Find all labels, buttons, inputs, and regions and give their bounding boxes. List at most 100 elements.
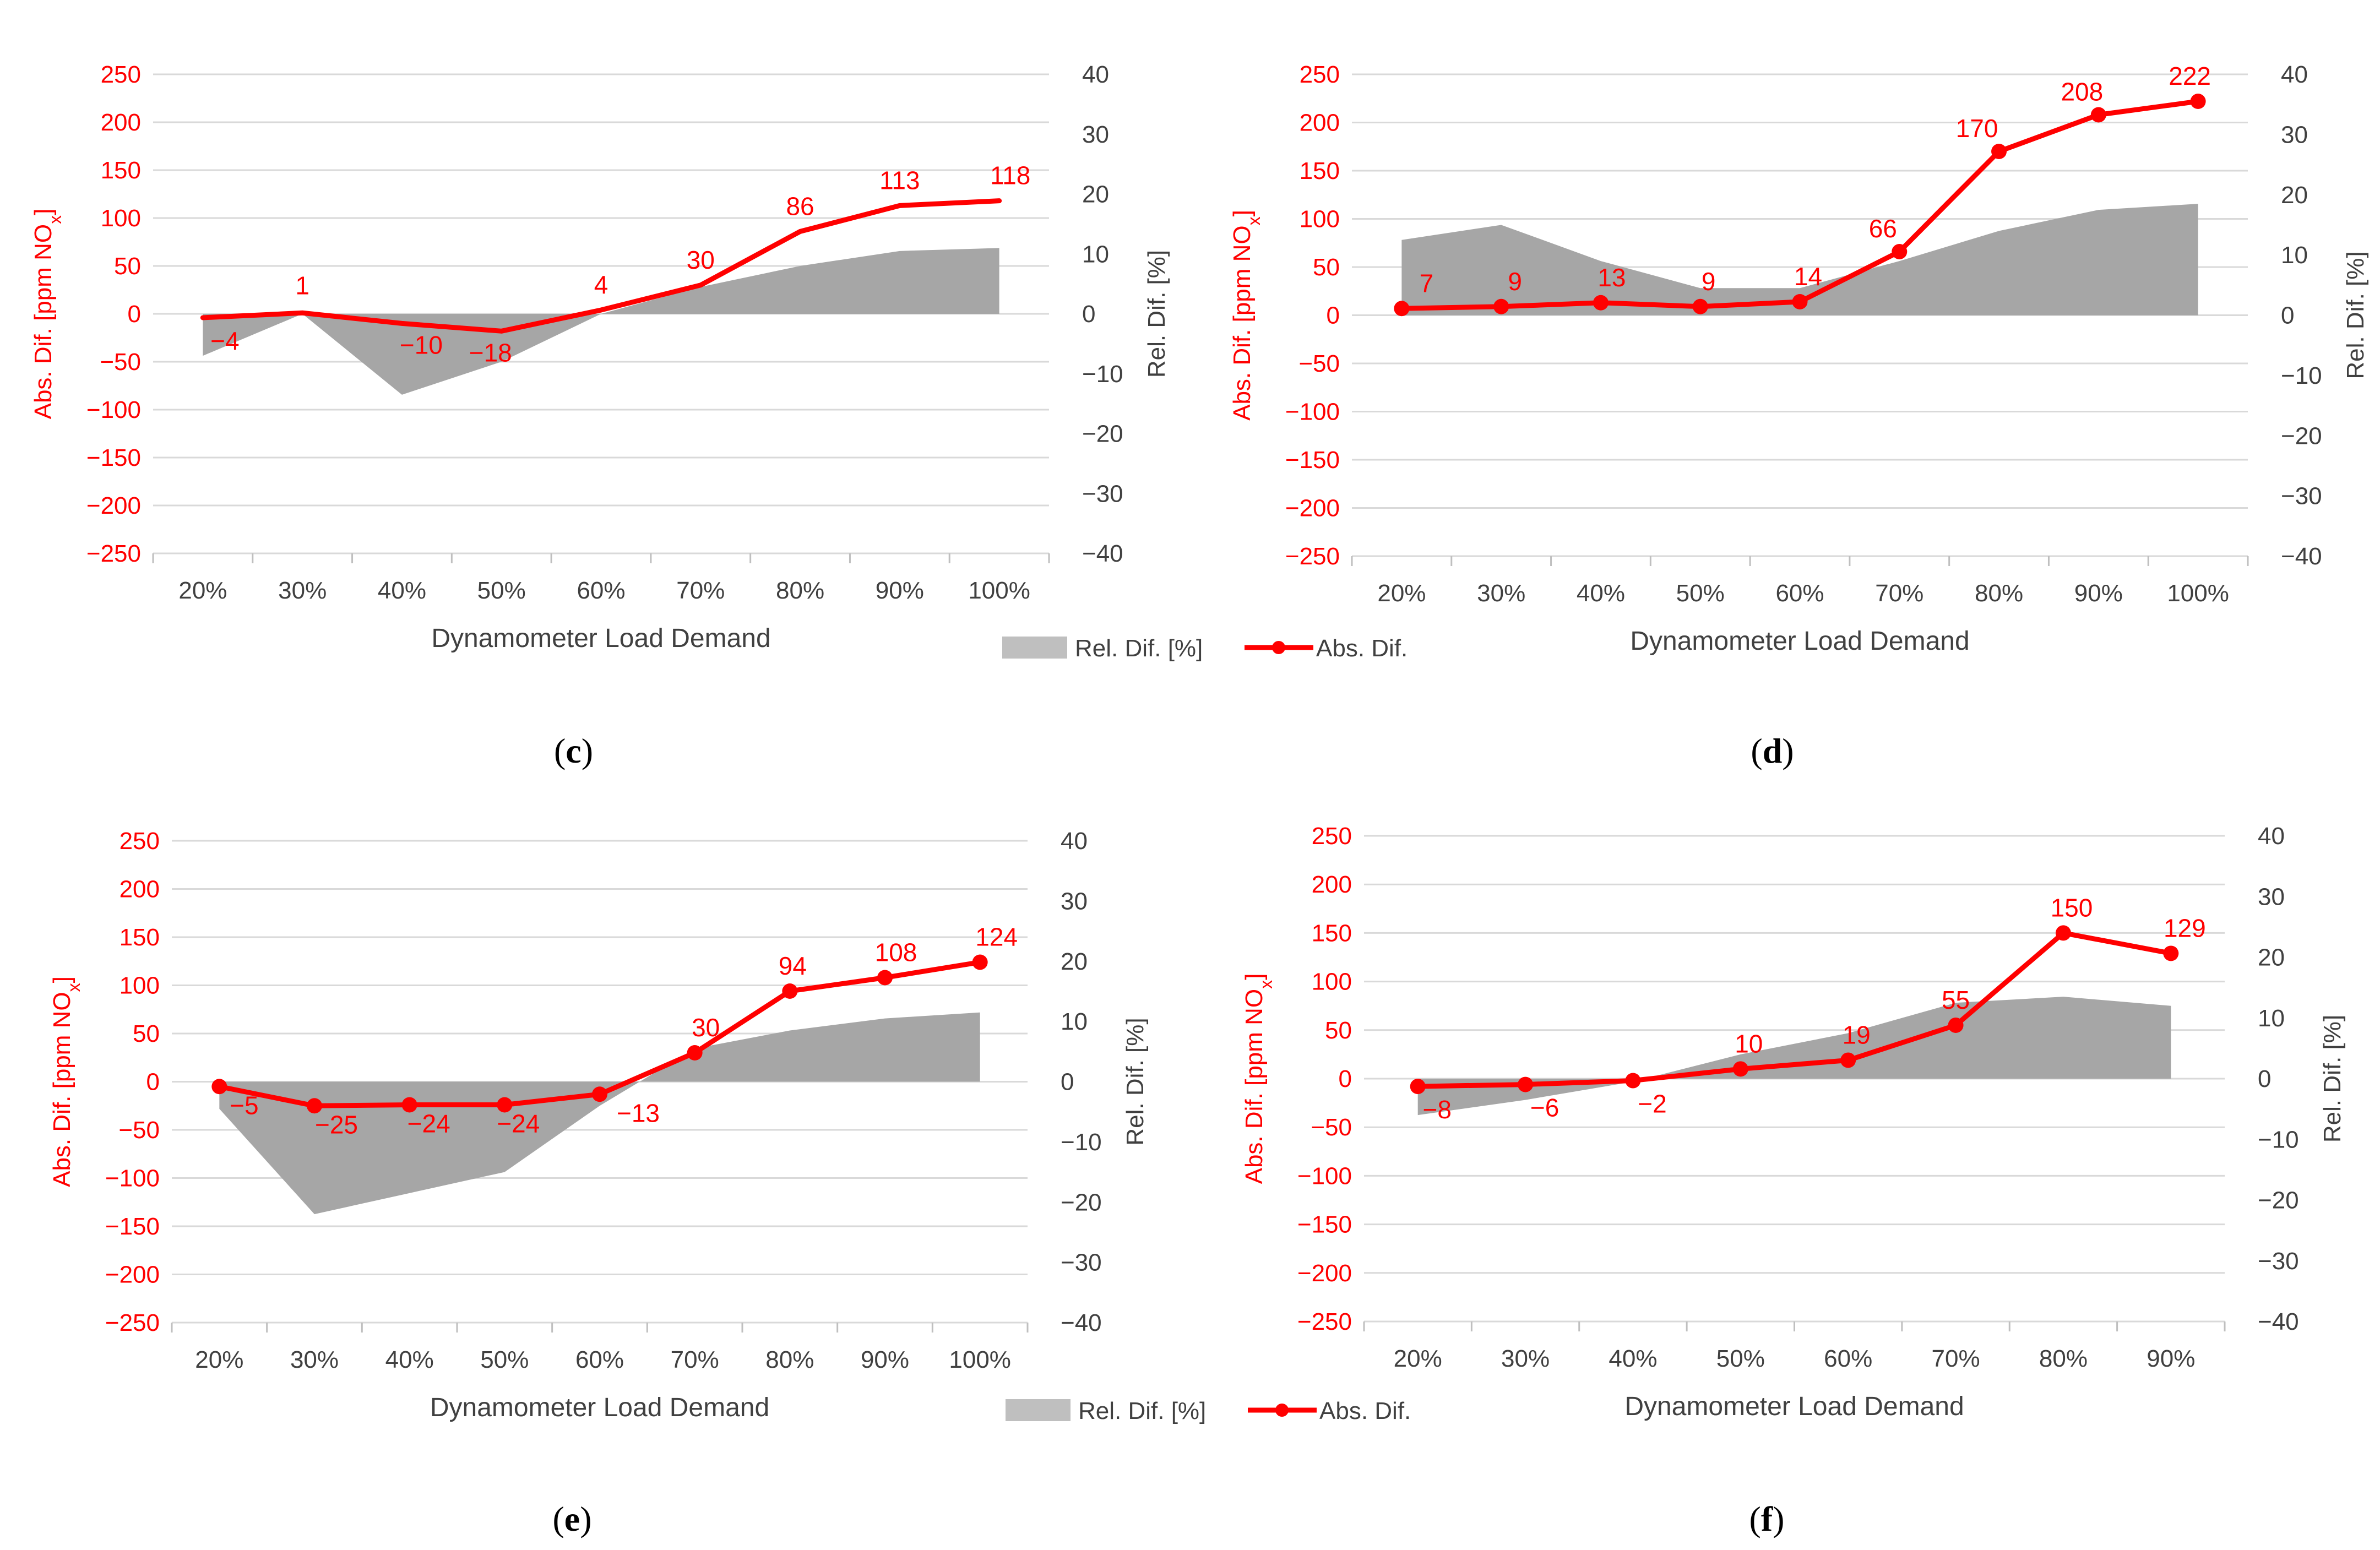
data-label: −6 <box>1530 1094 1559 1122</box>
panel-caption: (e) <box>552 1499 591 1538</box>
y2-tick-label: −40 <box>1061 1309 1102 1336</box>
x-axis-title: Dynamometer Load Demand <box>1630 627 1969 656</box>
y2-tick-label: −20 <box>2258 1187 2299 1214</box>
legend: Rel. Dif. [%] Abs. Dif. <box>1002 635 1408 662</box>
abs-dif-marker <box>401 1097 417 1113</box>
y-axis-title-sub: x <box>45 215 65 224</box>
y-tick-label: −100 <box>1285 399 1340 426</box>
abs-dif-marker <box>782 983 798 999</box>
abs-dif-marker <box>972 954 988 970</box>
x-tick-label: 100% <box>968 577 1030 604</box>
y2-axis-title: Rel. Dif. [%] <box>1122 1018 1149 1145</box>
caption-open: ( <box>554 731 566 770</box>
x-tick-label: 100% <box>949 1346 1011 1373</box>
panel-caption: (d) <box>1751 731 1794 770</box>
data-label: 19 <box>1843 1020 1871 1049</box>
y2-tick-label: 20 <box>1061 948 1088 975</box>
legend-area-swatch <box>1002 637 1067 659</box>
y2-tick-label: −10 <box>2281 362 2322 389</box>
y-tick-label: −100 <box>105 1165 160 1192</box>
y2-tick-label: −20 <box>2281 422 2322 449</box>
caption-close: ) <box>580 1499 591 1538</box>
x-tick-label: 30% <box>1477 580 1525 607</box>
y2-tick-label: 0 <box>2281 302 2294 329</box>
rel-dif-area <box>1401 204 2198 316</box>
y-tick-label: −250 <box>86 540 141 567</box>
y2-tick-label: 10 <box>1061 1008 1088 1035</box>
x-tick-label: 80% <box>776 577 824 604</box>
x-tick-label: 20% <box>1377 580 1426 607</box>
y-tick-label: 100 <box>101 205 141 232</box>
data-label: 66 <box>1869 214 1897 243</box>
y-tick-label: 250 <box>119 828 160 855</box>
y2-tick-label: 20 <box>1082 181 1109 208</box>
rel-dif-area <box>203 248 999 395</box>
data-label: 14 <box>1794 262 1822 291</box>
y-axis-title-main: Abs. Dif. [ppm NO <box>1229 225 1256 421</box>
y-axis-title-end: ] <box>1229 210 1256 216</box>
y-tick-label: −200 <box>86 492 141 519</box>
x-axis-title: Dynamometer Load Demand <box>431 624 770 653</box>
y2-tick-label: −10 <box>1082 361 1123 388</box>
abs-dif-marker <box>877 970 893 986</box>
data-label: 4 <box>594 270 608 299</box>
x-tick-label: 30% <box>1501 1345 1550 1372</box>
y-tick-label: 150 <box>101 157 141 184</box>
y-axis-title-end: ] <box>1241 973 1268 980</box>
y-axis-title-main: Abs. Dif. [ppm NO <box>30 224 57 420</box>
y2-tick-label: 0 <box>2258 1065 2271 1092</box>
x-tick-label: 60% <box>575 1346 624 1373</box>
rel-dif-area <box>1417 997 2171 1116</box>
y-axis-title-end: ] <box>48 976 75 983</box>
abs-dif-marker <box>2163 945 2179 961</box>
legend-line-label: Abs. Dif. <box>1316 635 1408 662</box>
legend-line-marker <box>1275 1404 1289 1417</box>
y2-tick-label: −10 <box>2258 1126 2299 1153</box>
y-axis-title-sub: x <box>1244 216 1264 225</box>
y-tick-label: 100 <box>1312 969 1352 996</box>
caption-letter: e <box>564 1499 580 1538</box>
x-tick-label: 20% <box>178 577 227 604</box>
y-axis-title: Abs. Dif. [ppm NOx] <box>1229 210 1264 421</box>
y-tick-label: −50 <box>1311 1114 1352 1141</box>
y-tick-label: −50 <box>1298 350 1340 377</box>
y2-axis-title: Rel. Dif. [%] <box>2319 1015 2346 1143</box>
data-label: 222 <box>2169 62 2211 90</box>
y2-axis-title: Rel. Dif. [%] <box>1143 250 1170 378</box>
abs-dif-marker <box>2090 107 2106 123</box>
y-tick-label: 100 <box>1300 206 1340 233</box>
x-tick-label: 80% <box>1975 580 2023 607</box>
y2-tick-label: 10 <box>2258 1005 2285 1032</box>
data-label: 9 <box>1508 267 1522 296</box>
x-axis-title: Dynamometer Load Demand <box>430 1393 769 1422</box>
y-axis-title-sub: x <box>1256 980 1276 989</box>
y-tick-label: 50 <box>1325 1017 1352 1044</box>
x-tick-label: 60% <box>1775 580 1824 607</box>
x-tick-label: 40% <box>1577 580 1625 607</box>
y2-tick-label: −40 <box>2281 543 2322 570</box>
data-label: 113 <box>879 166 920 194</box>
y2-tick-label: 40 <box>2281 61 2308 88</box>
y-tick-label: 50 <box>114 253 141 280</box>
caption-open: ( <box>1749 1499 1761 1538</box>
abs-dif-marker <box>211 1079 227 1095</box>
data-label: 86 <box>786 192 814 220</box>
data-label: −24 <box>497 1110 540 1138</box>
y2-tick-label: 30 <box>1082 121 1109 148</box>
data-label: −24 <box>407 1110 450 1138</box>
y-tick-label: 150 <box>119 924 160 951</box>
x-tick-label: 60% <box>577 577 625 604</box>
data-label: 170 <box>1956 114 1998 143</box>
abs-dif-marker <box>1948 1017 1964 1033</box>
data-label: 30 <box>687 246 715 274</box>
y-tick-label: 200 <box>1300 110 1340 137</box>
abs-dif-marker <box>1593 295 1609 311</box>
data-label: 13 <box>1597 263 1626 292</box>
y2-tick-label: −30 <box>2281 483 2322 510</box>
x-tick-label: 100% <box>2167 580 2229 607</box>
data-label: 30 <box>692 1013 720 1042</box>
y-tick-label: 50 <box>1313 254 1340 281</box>
legend-line-marker <box>1272 641 1285 654</box>
abs-dif-marker <box>1991 144 2007 159</box>
data-label: 118 <box>990 161 1030 190</box>
